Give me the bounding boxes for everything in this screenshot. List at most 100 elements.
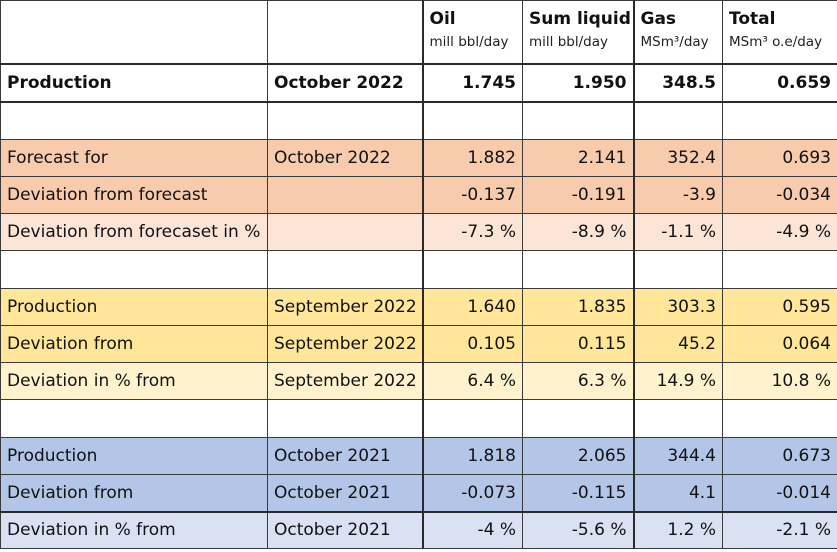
row-label: Production (0, 437, 268, 475)
cell-total: -4.9 % (722, 213, 837, 251)
spacer-cell (722, 250, 837, 289)
cell-gas: -3.9 (633, 176, 723, 214)
spacer-cell (522, 250, 635, 289)
row-period (267, 176, 424, 214)
spacer-cell (0, 250, 268, 289)
cell-total: 0.659 (722, 63, 837, 103)
forecast-row: Forecast for October 2022 1.882 2.141 35… (0, 139, 837, 177)
cell-oil: 1.745 (422, 63, 523, 103)
header-oil-name: Oil (429, 9, 456, 29)
cell-oil: 1.818 (422, 437, 523, 475)
spacer-cell (422, 399, 523, 438)
cell-total: -0.014 (722, 474, 837, 513)
header-sum-liquid-unit: mill bbl/day (529, 34, 608, 50)
row-label: Forecast for (0, 139, 268, 177)
row-label: Deviation in % from (0, 511, 268, 549)
cell-sum-liquid: 0.115 (522, 325, 635, 363)
cell-sum-liquid: 6.3 % (522, 362, 635, 400)
cell-sum-liquid: 1.835 (522, 288, 635, 326)
prev-year-production-row: Production October 2021 1.818 2.065 344.… (0, 437, 837, 475)
header-total-unit: MSm³ o.e/day (729, 34, 823, 50)
cell-sum-liquid: 1.950 (522, 63, 635, 103)
spacer-cell (422, 250, 523, 289)
header-sum-liquid: Sum liquid mill bbl/day (522, 0, 635, 65)
cell-gas: 14.9 % (633, 362, 723, 400)
cell-gas: 303.3 (633, 288, 723, 326)
cell-gas: 348.5 (633, 63, 723, 103)
production-row: Production October 2022 1.745 1.950 348.… (0, 63, 837, 103)
header-cell-period (267, 0, 424, 65)
row-label: Deviation from forecast (0, 176, 268, 214)
cell-sum-liquid: 2.065 (522, 437, 635, 475)
prev-year-deviation-row: Deviation from October 2021 -0.073 -0.11… (0, 474, 837, 513)
header-cell-label (0, 0, 268, 65)
header-oil: Oil mill bbl/day (422, 0, 523, 65)
row-period (267, 213, 424, 251)
cell-total: 0.595 (722, 288, 837, 326)
header-gas-name: Gas (640, 9, 677, 29)
cell-oil: 6.4 % (422, 362, 523, 400)
cell-oil: -4 % (422, 511, 523, 549)
spacer-cell (722, 399, 837, 438)
header-sum-liquid-name: Sum liquid (529, 9, 631, 29)
cell-oil: 1.882 (422, 139, 523, 177)
cell-oil: -0.137 (422, 176, 523, 214)
row-label: Deviation from (0, 474, 268, 513)
cell-total: 0.064 (722, 325, 837, 363)
spacer-cell (267, 101, 424, 140)
header-total: Total MSm³ o.e/day (722, 0, 837, 65)
spacer-cell (522, 101, 635, 140)
cell-gas: 352.4 (633, 139, 723, 177)
spacer-cell (633, 399, 723, 438)
cell-sum-liquid: 2.141 (522, 139, 635, 177)
header-oil-unit: mill bbl/day (429, 34, 509, 50)
row-period: September 2022 (267, 362, 424, 400)
spacer-cell (267, 250, 424, 289)
cell-sum-liquid: -8.9 % (522, 213, 635, 251)
prev-month-deviation-pct-row: Deviation in % from September 2022 6.4 %… (0, 362, 837, 400)
prev-month-production-row: Production September 2022 1.640 1.835 30… (0, 288, 837, 326)
spacer-cell (0, 101, 268, 140)
row-period: October 2022 (267, 139, 424, 177)
cell-gas: 45.2 (633, 325, 723, 363)
spacer-cell (722, 101, 837, 140)
forecast-deviation-pct-row: Deviation from forecaset in % -7.3 % -8.… (0, 213, 837, 251)
spacer-row (0, 101, 837, 140)
header-total-name: Total (729, 9, 776, 29)
row-label: Production (0, 288, 268, 326)
prev-year-deviation-pct-row: Deviation in % from October 2021 -4 % -5… (0, 511, 837, 549)
row-period: September 2022 (267, 288, 424, 326)
forecast-deviation-row: Deviation from forecast -0.137 -0.191 -3… (0, 176, 837, 214)
cell-gas: 1.2 % (633, 511, 723, 549)
row-period: October 2022 (267, 63, 424, 103)
spacer-row (0, 250, 837, 289)
row-period: October 2021 (267, 511, 424, 549)
row-period: September 2022 (267, 325, 424, 363)
cell-sum-liquid: -5.6 % (522, 511, 635, 549)
header-gas: Gas MSm³/day (633, 0, 723, 65)
prev-month-deviation-row: Deviation from September 2022 0.105 0.11… (0, 325, 837, 363)
cell-total: -2.1 % (722, 511, 837, 549)
cell-total: -0.034 (722, 176, 837, 214)
spacer-row (0, 399, 837, 438)
cell-oil: 0.105 (422, 325, 523, 363)
spacer-cell (267, 399, 424, 438)
row-period: October 2021 (267, 474, 424, 513)
row-label: Deviation in % from (0, 362, 268, 400)
spacer-cell (0, 399, 268, 438)
spacer-cell (422, 101, 523, 140)
cell-gas: 4.1 (633, 474, 723, 513)
cell-total: 0.693 (722, 139, 837, 177)
spacer-cell (633, 101, 723, 140)
cell-oil: 1.640 (422, 288, 523, 326)
cell-gas: -1.1 % (633, 213, 723, 251)
spacer-cell (633, 250, 723, 289)
header-gas-unit: MSm³/day (640, 34, 709, 50)
cell-oil: -7.3 % (422, 213, 523, 251)
cell-gas: 344.4 (633, 437, 723, 475)
row-label: Deviation from forecaset in % (0, 213, 268, 251)
row-period: October 2021 (267, 437, 424, 475)
row-label: Deviation from (0, 325, 268, 363)
header-row: Oil mill bbl/day Sum liquid mill bbl/day… (0, 0, 837, 65)
